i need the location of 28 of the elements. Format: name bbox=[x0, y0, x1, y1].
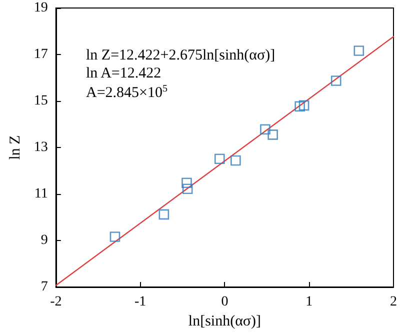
y-axis-title: ln Z bbox=[8, 135, 24, 160]
y-tick-label: 17 bbox=[34, 47, 48, 62]
point bbox=[182, 178, 192, 188]
x-tick-label: 2 bbox=[390, 294, 397, 310]
point bbox=[354, 46, 364, 56]
point bbox=[330, 76, 342, 86]
y-tick-label: 15 bbox=[34, 94, 48, 108]
y-tick-label: 9 bbox=[40, 233, 48, 248]
point bbox=[158, 209, 170, 220]
point bbox=[294, 101, 305, 112]
y-tick-label: 7 bbox=[40, 280, 48, 294]
x-tick-label: 1 bbox=[306, 294, 313, 310]
point bbox=[230, 155, 241, 166]
point bbox=[110, 232, 120, 242]
y-tick-label: 13 bbox=[34, 140, 48, 155]
point bbox=[214, 154, 225, 164]
point bbox=[298, 100, 310, 111]
point bbox=[268, 130, 278, 140]
x-tick-label: -2 bbox=[50, 294, 62, 310]
x-tick-label: -1 bbox=[134, 294, 146, 310]
x-tick-label: 0 bbox=[221, 294, 228, 310]
y-tick-label: 19 bbox=[34, 0, 48, 16]
point bbox=[260, 124, 270, 135]
annotation: ln A=12.422 bbox=[86, 66, 162, 82]
x-axis-title: ln[sinh(ασ)] bbox=[188, 313, 262, 330]
y-tick-label: 11 bbox=[34, 186, 48, 202]
annotation: ln Z=12.422+2.675ln[sinh(ασ)] bbox=[86, 48, 276, 64]
point bbox=[182, 184, 193, 194]
